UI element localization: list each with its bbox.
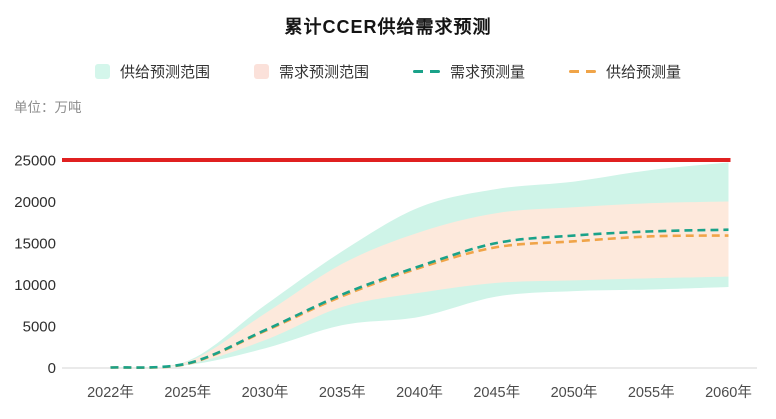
supply-forecast-line	[110, 234, 729, 369]
legend-label: 需求预测量	[450, 64, 526, 81]
x-axis-label: 2045年	[473, 384, 520, 401]
demand-line-dash-icon	[413, 70, 440, 73]
legend-item-demand-line[interactable]: 需求预测量	[413, 61, 525, 82]
demand-range-band	[110, 201, 729, 368]
x-axis-label: 2025年	[164, 384, 211, 401]
demand-forecast-line	[110, 228, 729, 369]
legend-label: 供给预测量	[606, 64, 682, 81]
supply-line-dash-icon	[569, 70, 597, 73]
x-axis-label: 2055年	[628, 384, 675, 401]
y-axis-label: 0	[48, 360, 56, 377]
x-axis-label: 2040年	[396, 384, 443, 401]
x-axis-label: 2035年	[319, 384, 366, 401]
x-axis-label: 2030年	[242, 384, 289, 401]
x-axis-label: 2022年	[87, 384, 134, 401]
x-axis-label: 2050年	[551, 384, 598, 401]
chart-title: 累计CCER供给需求预测	[284, 17, 492, 37]
x-axis-label: 2060年	[705, 384, 752, 401]
y-axis-label: 15000	[14, 236, 56, 253]
legend-label: 供给预测范围	[119, 64, 210, 81]
legend-item-demand-range[interactable]: 需求预测范围	[253, 61, 369, 82]
legend-label: 需求预测范围	[278, 64, 369, 81]
supply-range-swatch-icon	[94, 64, 110, 79]
demand-range-swatch-icon	[253, 64, 269, 79]
legend-item-supply-range[interactable]: 供给预测范围	[94, 61, 210, 82]
y-axis-label: 10000	[14, 277, 56, 294]
y-axis-label: 20000	[14, 194, 56, 211]
y-axis-label: 5000	[23, 319, 56, 336]
chart-legend: 供给预测范围 需求预测范围 需求预测量 供给预测量	[0, 61, 776, 82]
y-axis-label: 25000	[14, 153, 56, 170]
unit-label: 单位：万吨	[14, 100, 82, 115]
legend-item-supply-line[interactable]: 供给预测量	[569, 61, 681, 82]
